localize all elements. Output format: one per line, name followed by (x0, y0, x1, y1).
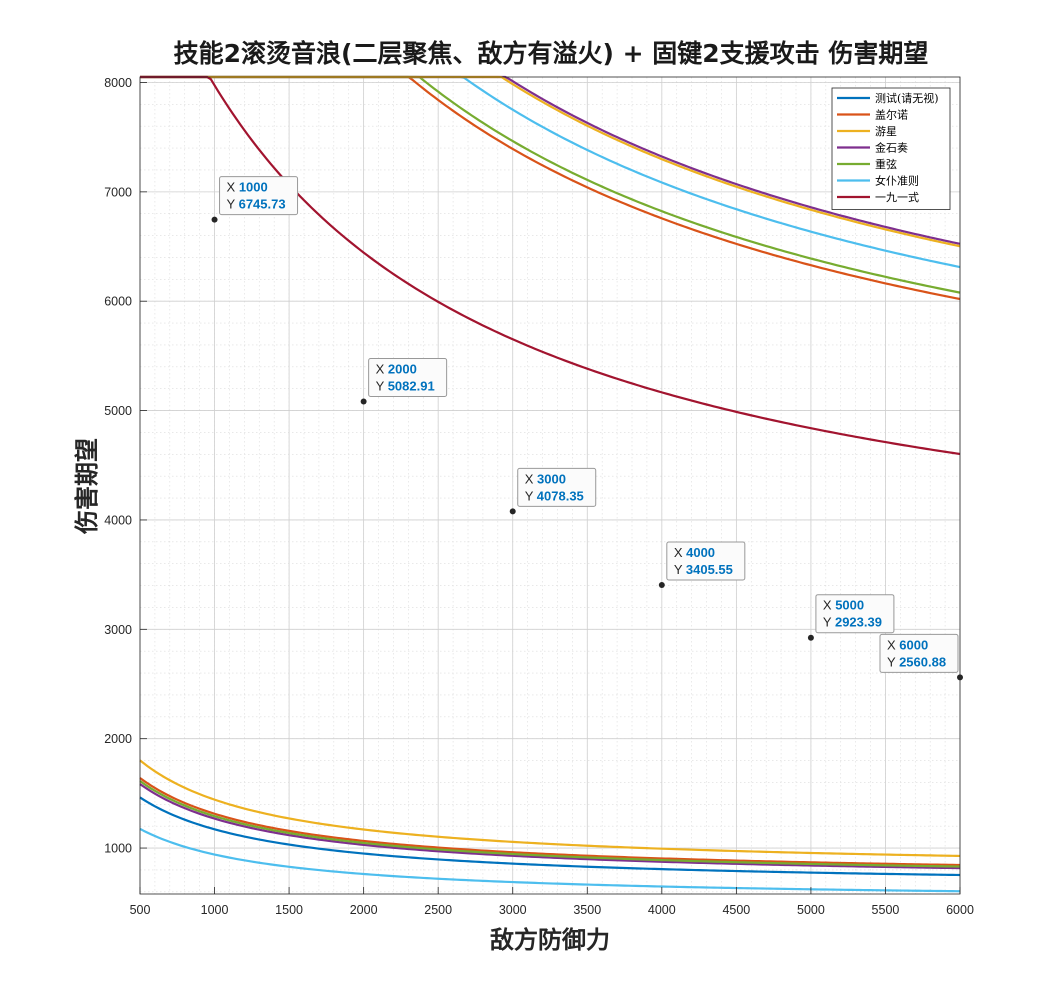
datatip-marker (360, 398, 367, 405)
axis-ticks: 500 1000 1500 2000 2500 3000 3500 4000 4500 5000 5… (104, 76, 974, 917)
y-tick-label: 3000 (104, 623, 132, 637)
datatips: X 1000 Y 6745.73 X 2000 Y 5082.91 X 3000 Y 40… (211, 176, 963, 681)
datatip[interactable]: X 4000 Y 3405.55 (658, 541, 746, 588)
series-line-金石奏 (139, 783, 961, 870)
x-tick-label: 1000 (201, 903, 229, 917)
datatip-y-text: Y 3405.55 (674, 562, 733, 577)
legend-item[interactable]: 女仆准则 (837, 174, 919, 188)
legend-label: 测试(请无视) (875, 91, 939, 105)
datatip-box (666, 541, 746, 581)
y-tick-label: 2000 (104, 732, 132, 746)
datatip-x-text: X 1000 (227, 180, 268, 195)
datatip-y-text: Y 4078.35 (525, 488, 584, 503)
legend-label: 金石奏 (875, 141, 908, 155)
datatip-x-text: X 4000 (674, 545, 715, 560)
x-tick-label: 5000 (797, 903, 825, 917)
datatip[interactable]: X 6000 Y 2560.88 (879, 633, 963, 681)
legend-item[interactable]: 测试(请无视) (837, 91, 939, 105)
x-tick-label: 2000 (350, 903, 378, 917)
y-tick-label: 5000 (104, 404, 132, 418)
legend-item[interactable]: 盖尔诺 (837, 108, 908, 122)
x-tick-label: 4500 (722, 903, 750, 917)
y-tick-label: 1000 (104, 842, 132, 856)
datatip-marker (658, 581, 665, 588)
datatip-x-text: X 6000 (887, 637, 928, 652)
x-tick-label: 5500 (872, 903, 900, 917)
plot-area: X 1000 Y 6745.73 X 2000 Y 5082.91 X 3000 Y 40… (104, 75, 974, 917)
datatip-y-text: Y 2923.39 (823, 615, 882, 630)
datatip-y-text: Y 5082.91 (376, 379, 435, 394)
x-tick-label: 3000 (499, 903, 527, 917)
datatip-marker (509, 508, 516, 515)
datatip-y-text: Y 2560.88 (887, 654, 946, 669)
datatip-x-text: X 3000 (525, 471, 566, 486)
y-tick-label: 4000 (104, 513, 132, 527)
legend-label: 游星 (875, 125, 897, 138)
x-tick-label: 1500 (275, 903, 303, 917)
series-line-重弦 (139, 780, 961, 868)
legend-label: 女仆准则 (875, 174, 919, 188)
datatip[interactable]: X 1000 Y 6745.73 (211, 176, 299, 223)
datatip-box (219, 176, 299, 216)
datatip[interactable]: X 3000 Y 4078.35 (509, 467, 597, 515)
datatip-box (879, 633, 959, 673)
datatip-marker (211, 216, 218, 223)
series-line-女仆准则 (139, 827, 961, 893)
series-lines (139, 75, 961, 893)
datatip-x-text: X 5000 (823, 598, 864, 613)
legend-item[interactable]: 一九一式 (837, 191, 919, 204)
x-tick-label: 500 (130, 903, 151, 917)
datatip-marker (807, 634, 814, 641)
x-axis-label: 敌方防御力 (490, 926, 610, 954)
datatip-box (815, 594, 895, 634)
x-tick-label: 6000 (946, 903, 974, 917)
chart-title: 技能2滚烫音浪(二层聚焦、敌方有溢火) + 固键2支援攻击 伤害期望 (174, 39, 929, 68)
series-line-一九一式 (140, 75, 961, 456)
legend-item[interactable]: 金石奏 (837, 141, 908, 155)
legend-item[interactable]: 重弦 (837, 157, 897, 171)
series-line-游星 (139, 759, 961, 858)
datatip[interactable]: X 5000 Y 2923.39 (807, 594, 895, 641)
legend-item[interactable]: 游星 (837, 125, 897, 138)
x-tick-label: 4000 (648, 903, 676, 917)
datatip-box (517, 467, 597, 507)
series-line-盖尔诺 (139, 777, 961, 867)
legend-box (831, 87, 951, 210)
x-tick-label: 3500 (573, 903, 601, 917)
x-tick-label: 2500 (424, 903, 452, 917)
datatip-x-text: X 2000 (376, 362, 417, 377)
series-line-测试(请无视) (139, 796, 961, 877)
datatip[interactable]: X 2000 Y 5082.91 (360, 358, 448, 405)
legend-label: 盖尔诺 (875, 108, 908, 122)
legend-label: 一九一式 (875, 191, 919, 204)
y-axis-label: 伤害期望 (73, 438, 101, 535)
y-tick-label: 6000 (104, 295, 132, 309)
legend-label: 重弦 (875, 157, 897, 171)
datatip-box (368, 358, 448, 398)
y-tick-label: 8000 (104, 76, 132, 90)
datatip-y-text: Y 6745.73 (227, 197, 286, 212)
plot-frame (139, 76, 961, 895)
y-tick-label: 7000 (104, 185, 132, 199)
